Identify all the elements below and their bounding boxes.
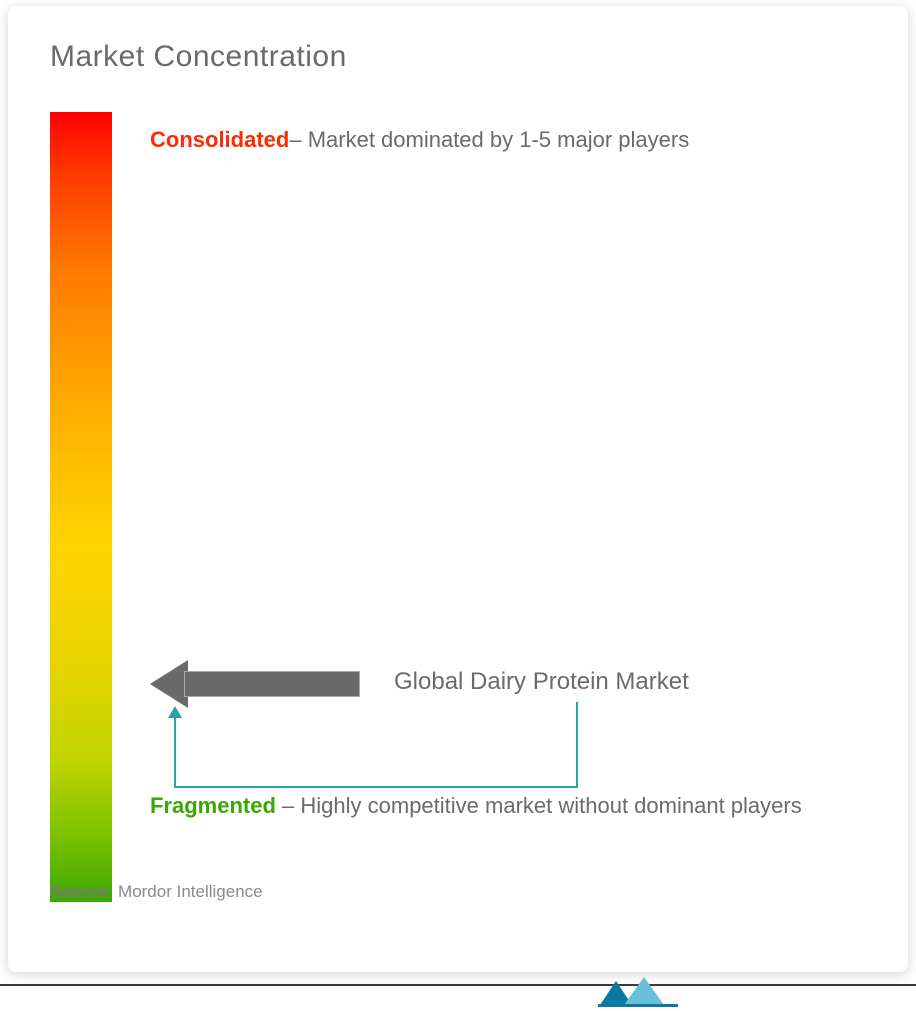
arrow-shaft bbox=[184, 671, 360, 697]
fragmented-description: – Highly competitive market without domi… bbox=[276, 793, 802, 818]
concentration-gradient-bar bbox=[50, 112, 112, 902]
infographic-card: Market Concentration Consolidated– Marke… bbox=[8, 6, 908, 972]
source-attribution: Source: Mordor Intelligence bbox=[50, 882, 263, 902]
consolidated-row: Consolidated– Market dominated by 1-5 ma… bbox=[150, 116, 856, 164]
fragmented-keyword: Fragmented bbox=[150, 793, 276, 818]
fragmented-row: Fragmented – Highly competitive market w… bbox=[150, 782, 856, 830]
connector-line-vertical bbox=[576, 702, 578, 788]
consolidated-keyword: Consolidated bbox=[150, 127, 289, 152]
connector-line-vertical-2 bbox=[174, 715, 176, 788]
arrow-left-icon bbox=[150, 660, 188, 708]
source-label: Source: bbox=[50, 882, 113, 901]
source-value: Mordor Intelligence bbox=[118, 882, 263, 901]
content-area: Consolidated– Market dominated by 1-5 ma… bbox=[50, 112, 866, 912]
consolidated-description: – Market dominated by 1-5 major players bbox=[289, 127, 689, 152]
footer-divider bbox=[0, 984, 916, 986]
brand-logo-icon bbox=[598, 975, 678, 1009]
page-title: Market Concentration bbox=[50, 40, 866, 74]
marker-arrow bbox=[150, 660, 360, 708]
market-label: Global Dairy Protein Market bbox=[394, 668, 689, 696]
connector-arrowhead-icon bbox=[168, 706, 182, 718]
